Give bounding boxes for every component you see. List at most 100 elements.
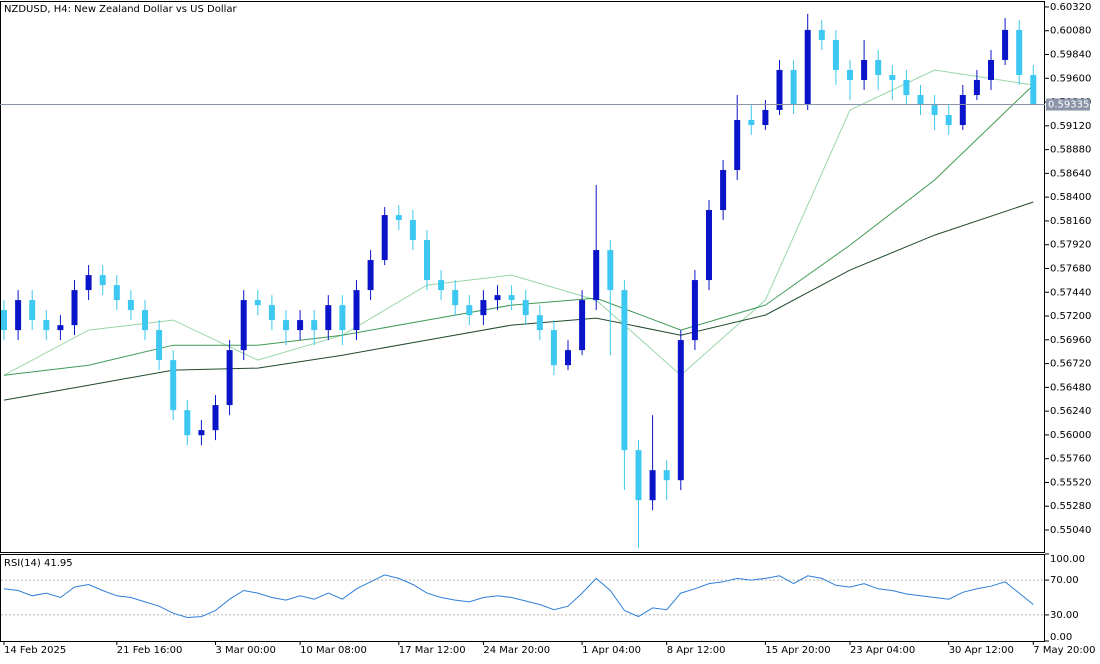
candle-body bbox=[875, 59, 882, 76]
rsi-tick-label: 100.00 bbox=[1050, 554, 1085, 565]
candle-body bbox=[113, 285, 120, 301]
candle-body bbox=[607, 250, 614, 291]
x-tick-label: 14 Feb 2025 bbox=[4, 645, 66, 656]
candle-body bbox=[311, 320, 318, 331]
y-tick-label: 0.55760 bbox=[1050, 454, 1091, 465]
candle-body bbox=[325, 305, 332, 331]
candle-body bbox=[706, 210, 712, 281]
candle-body bbox=[762, 109, 769, 126]
rsi-label: RSI(14) 41.95 bbox=[4, 558, 73, 569]
y-tick-label: 0.56240 bbox=[1050, 406, 1091, 417]
rsi-tick-label: 0.00 bbox=[1050, 632, 1072, 643]
candle-body bbox=[917, 95, 924, 106]
candle-body bbox=[508, 295, 515, 301]
y-tick-label: 0.57200 bbox=[1050, 311, 1091, 322]
candle-body bbox=[1016, 29, 1023, 76]
x-tick-label: 30 Apr 12:00 bbox=[949, 645, 1014, 656]
candle-body bbox=[635, 450, 642, 501]
candle-body bbox=[409, 220, 416, 241]
x-tick-label: 7 May 20:00 bbox=[1033, 645, 1095, 656]
candle-body bbox=[593, 250, 600, 301]
x-tick-label: 3 Mar 00:00 bbox=[216, 645, 276, 656]
x-tick-label: 15 Apr 20:00 bbox=[765, 645, 830, 656]
rsi-tick-label: 30.00 bbox=[1050, 610, 1079, 621]
rsi-line bbox=[3, 574, 1034, 619]
candle-body bbox=[889, 75, 896, 80]
x-tick-label: 8 Apr 12:00 bbox=[667, 645, 726, 656]
candle-body bbox=[353, 290, 360, 331]
x-tick-label: 24 Mar 20:00 bbox=[483, 645, 550, 656]
candle-body bbox=[15, 300, 22, 331]
x-tick-label: 10 Mar 08:00 bbox=[300, 645, 367, 656]
y-tick-label: 0.59120 bbox=[1050, 121, 1091, 132]
candle-body bbox=[988, 59, 994, 80]
candle-body bbox=[85, 275, 92, 291]
chart-title: NZDUSD, H4: New Zealand Dollar vs US Dol… bbox=[4, 4, 238, 15]
candle-body bbox=[748, 119, 755, 126]
y-tick-label: 0.55040 bbox=[1050, 525, 1091, 536]
candle-body bbox=[931, 105, 938, 116]
candle-body bbox=[522, 300, 529, 316]
y-tick-label: 0.55280 bbox=[1050, 501, 1091, 512]
y-tick-label: 0.57440 bbox=[1050, 287, 1091, 298]
candle-body bbox=[395, 215, 402, 221]
candle-body bbox=[832, 39, 839, 70]
candle-body bbox=[381, 215, 388, 261]
candle-body bbox=[579, 300, 586, 351]
candle-body bbox=[959, 95, 966, 126]
candle-body bbox=[254, 300, 261, 306]
candle-body bbox=[71, 290, 78, 326]
candle-body bbox=[212, 405, 219, 431]
y-tick-label: 0.56720 bbox=[1050, 359, 1091, 370]
candle-body bbox=[268, 305, 275, 321]
x-tick-label: 17 Mar 12:00 bbox=[399, 645, 466, 656]
candle-body bbox=[903, 79, 910, 96]
candle-body bbox=[804, 29, 811, 106]
candle-body bbox=[43, 320, 50, 331]
candle-body bbox=[677, 340, 684, 481]
candle-body bbox=[1030, 75, 1037, 105]
candle-body bbox=[29, 300, 36, 321]
y-tick-label: 0.60320 bbox=[1050, 2, 1091, 13]
y-tick-label: 0.58400 bbox=[1050, 192, 1091, 203]
candle-body bbox=[649, 470, 656, 501]
candle-body bbox=[494, 295, 501, 301]
candle-body bbox=[973, 79, 980, 96]
y-tick-label: 0.58880 bbox=[1050, 145, 1091, 156]
candle-body bbox=[776, 69, 783, 110]
candle-body bbox=[1002, 29, 1009, 60]
x-tick-label: 23 Apr 04:00 bbox=[850, 645, 915, 656]
candle-body bbox=[240, 300, 247, 351]
candle-body bbox=[438, 280, 445, 291]
candle-body bbox=[720, 170, 727, 211]
candle-body bbox=[691, 280, 698, 341]
candle-body bbox=[818, 29, 825, 40]
candle-body bbox=[339, 305, 346, 331]
candle-body bbox=[565, 350, 571, 366]
candle-body bbox=[734, 119, 741, 171]
candle-body bbox=[550, 330, 557, 366]
current-price-box bbox=[1046, 98, 1090, 111]
rsi-name: RSI(14) bbox=[4, 558, 41, 569]
candle-body bbox=[424, 240, 430, 281]
candle-body bbox=[57, 325, 64, 331]
candle-body bbox=[945, 115, 952, 126]
y-tick-label: 0.57680 bbox=[1050, 263, 1091, 274]
candle-body bbox=[847, 69, 853, 80]
y-tick-label: 0.59840 bbox=[1050, 50, 1091, 61]
candle-body bbox=[480, 300, 487, 316]
candle-body bbox=[142, 310, 148, 331]
candle-body bbox=[621, 290, 628, 451]
candle-body bbox=[1, 310, 7, 331]
x-tick-label: 1 Apr 04:00 bbox=[582, 645, 641, 656]
candle-body bbox=[452, 290, 459, 306]
candle-body bbox=[861, 59, 868, 80]
candle-body bbox=[536, 315, 543, 331]
candle-body bbox=[156, 330, 163, 361]
candle-body bbox=[127, 300, 134, 311]
candle-body bbox=[226, 350, 233, 406]
